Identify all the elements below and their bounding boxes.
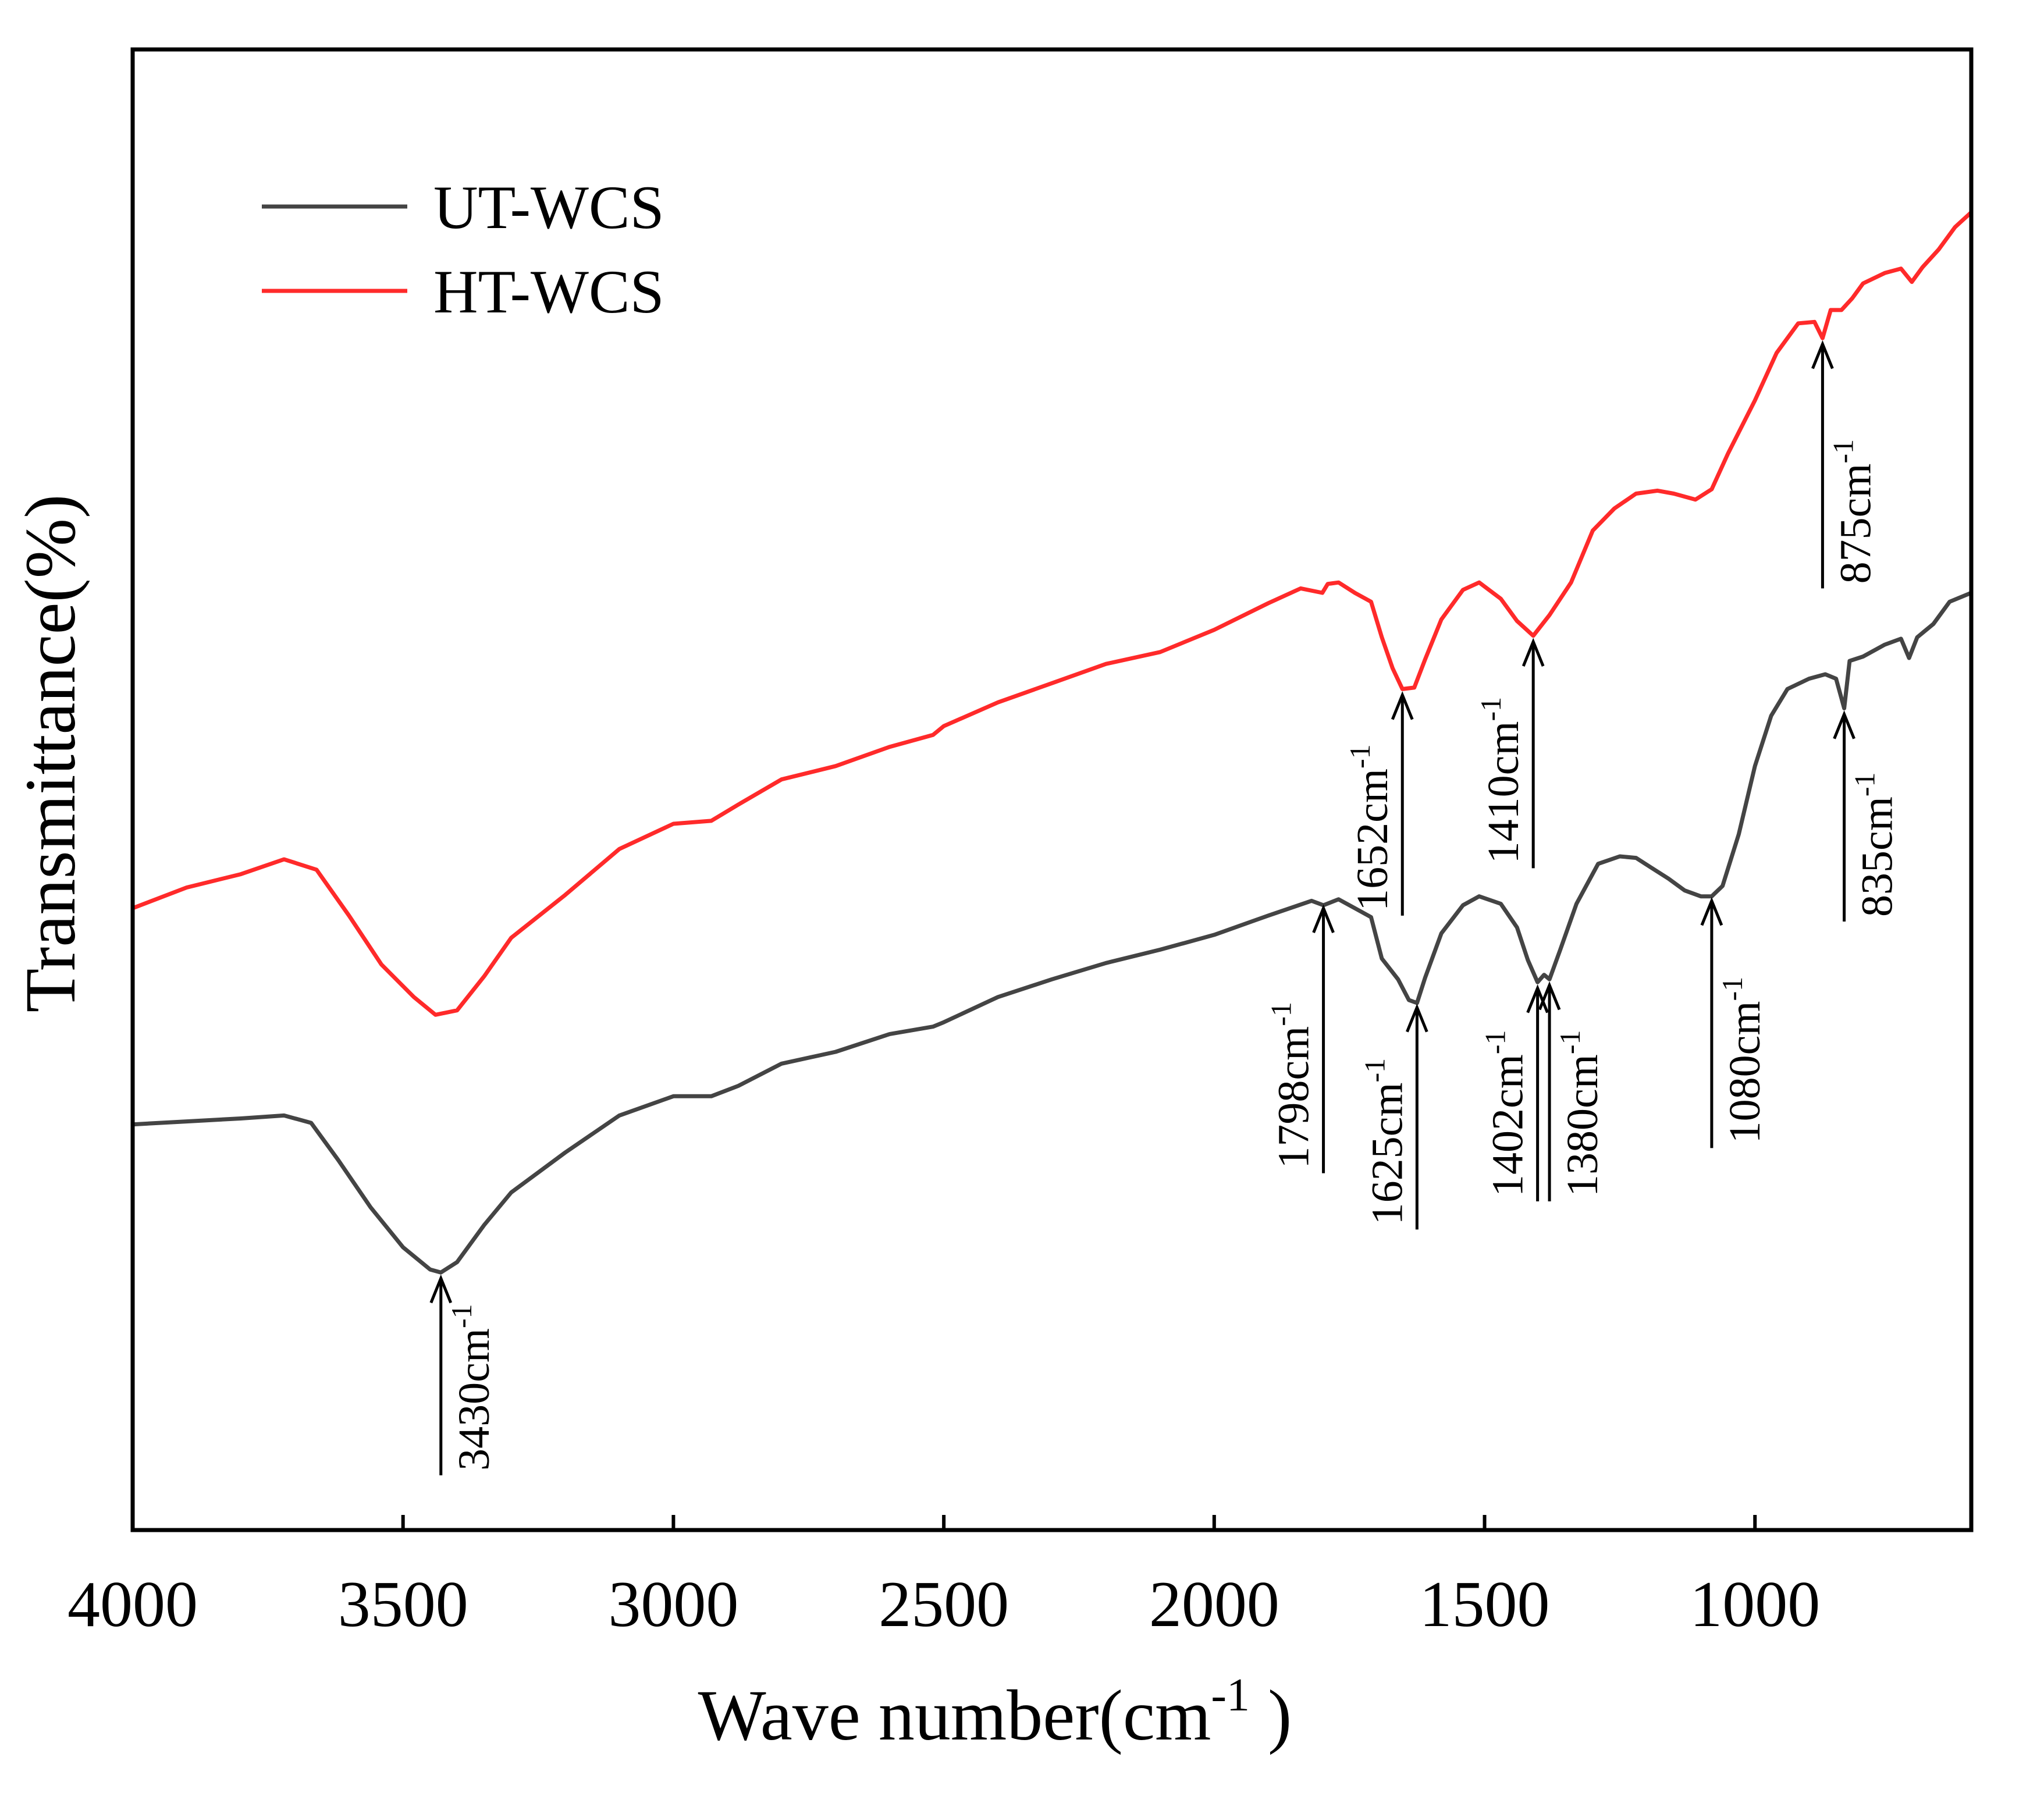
- peak-annotation-1652: 1652cm-1: [1343, 691, 1414, 916]
- peak-arrow-head: [1391, 691, 1414, 720]
- peak-label: 1652cm-1: [1343, 744, 1397, 911]
- peak-label: 875cm-1: [1826, 439, 1880, 584]
- legend-label-ht-wcs: HT-WCS: [433, 258, 664, 326]
- legend: UT-WCS HT-WCS: [262, 173, 664, 326]
- x-axis-ticks: 4000 3500 3000 2500 2000 1500 1000: [67, 1515, 1820, 1641]
- peak-arrow-head: [1406, 1003, 1428, 1033]
- peak-annotation-1380: 1380cm-1: [1538, 981, 1607, 1202]
- peak-arrow-head: [1526, 984, 1549, 1013]
- peak-annotation-1798: 1798cm-1: [1265, 904, 1335, 1173]
- peak-annotation-1080: 1080cm-1: [1700, 897, 1769, 1148]
- x-tick-label: 2500: [879, 1568, 1009, 1641]
- peak-label: 3430cm-1: [445, 1304, 499, 1471]
- series-line-ut-wcs: [132, 590, 1972, 1275]
- peak-arrow-head: [1538, 981, 1561, 1011]
- x-tick-label: 1000: [1690, 1568, 1820, 1641]
- x-tick-label: 4000: [67, 1568, 198, 1641]
- plot-frame: [130, 47, 1974, 1532]
- series-lines: [131, 211, 1973, 1275]
- peak-annotation-3430: 3430cm-1: [429, 1274, 499, 1475]
- x-tick-label: 3000: [608, 1568, 738, 1641]
- legend-label-ut-wcs: UT-WCS: [433, 173, 664, 241]
- peak-annotations: 1652cm-1 1410cm-1 875cm-1 835cm-1 1798cm-1 16…: [429, 340, 1902, 1475]
- y-axis-title: Transmittance(%): [10, 495, 90, 1013]
- x-tick-label: 1500: [1420, 1568, 1550, 1641]
- peak-arrow-head: [1833, 710, 1855, 739]
- peak-label: 835cm-1: [1849, 772, 1902, 917]
- peak-label: 1625cm-1: [1358, 1058, 1412, 1225]
- peak-annotation-1402: 1402cm-1: [1479, 984, 1549, 1202]
- peak-annotation-1410: 1410cm-1: [1474, 638, 1545, 869]
- peak-arrow-head: [1700, 897, 1723, 926]
- peak-arrow-head: [1811, 340, 1834, 369]
- peak-arrow-head: [1522, 638, 1545, 667]
- peak-annotation-835: 835cm-1: [1833, 710, 1902, 922]
- peak-arrow-head: [429, 1274, 453, 1304]
- peak-label: 1798cm-1: [1265, 1002, 1318, 1169]
- x-tick-label: 2000: [1149, 1568, 1279, 1641]
- peak-annotation-1625: 1625cm-1: [1358, 1003, 1428, 1230]
- peak-label: 1080cm-1: [1716, 977, 1769, 1144]
- peak-label: 1410cm-1: [1474, 697, 1528, 864]
- peak-label: 1380cm-1: [1554, 1030, 1607, 1197]
- peak-annotation-875: 875cm-1: [1811, 340, 1880, 589]
- peak-arrow-head: [1312, 904, 1335, 934]
- x-tick-label: 3500: [338, 1568, 468, 1641]
- x-axis-title: Wave number(cm-1 ): [698, 1670, 1292, 1755]
- series-line-ht-wcs: [131, 211, 1973, 1017]
- peak-label: 1402cm-1: [1479, 1030, 1533, 1197]
